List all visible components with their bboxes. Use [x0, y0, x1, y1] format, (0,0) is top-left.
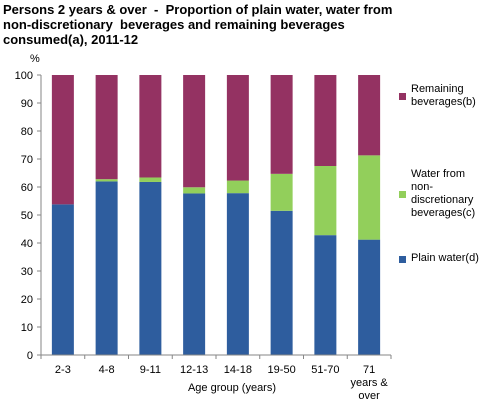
x-tick-label: 12-13 [180, 364, 208, 376]
bar-segment [314, 75, 337, 166]
x-tick-label: 4-8 [99, 364, 115, 376]
bar-segment [358, 239, 381, 355]
bar-segment [270, 210, 293, 355]
bar-segment [314, 166, 337, 236]
legend-label: Remaining beverages(b) [411, 83, 476, 108]
bar-segment [183, 187, 206, 194]
x-tick-label: 14-18 [224, 364, 252, 376]
y-tick-label: 20 [21, 294, 33, 306]
chart-title: Persons 2 years & over - Proportion of p… [3, 2, 473, 47]
bar-segment [270, 75, 293, 174]
x-tick-label: 19-50 [268, 364, 296, 376]
y-tick-label: 90 [21, 98, 33, 110]
y-tick-label: 10 [21, 322, 33, 334]
chart-title-line: consumed(a), 2011-12 [3, 32, 139, 47]
legend-label: Water from non- discretionary beverages(… [411, 168, 476, 219]
bar-segment [226, 75, 249, 181]
chart-title-line: non-discretionary beverages and remainin… [3, 17, 345, 32]
x-tick-label: 2-3 [55, 364, 71, 376]
legend-label: Plain water(d) [411, 252, 479, 264]
x-tick-label: 71 years & over [350, 364, 388, 402]
legend-swatch [399, 256, 406, 263]
bar-segment [314, 235, 337, 355]
bar-segment [95, 181, 118, 355]
y-tick-label: 70 [21, 154, 33, 166]
bar-segment [183, 75, 206, 188]
bar-segment [226, 180, 249, 194]
y-tick-label: 50 [21, 210, 33, 222]
bar-segment [226, 193, 249, 355]
bar-segment [183, 193, 206, 355]
bar-segment [139, 177, 162, 182]
plot-area: 0 10 20 30 40 50 60 70 80 90 100% 2-3 4-8 9-11 12-13 14… [15, 53, 392, 402]
y-tick-label: 0 [27, 350, 33, 362]
y-tick-label: 100 [15, 70, 33, 82]
bar-segment [358, 155, 381, 240]
bar-segment [139, 75, 162, 178]
x-axis-label: Age group (years) [188, 382, 276, 394]
y-tick-label: 80 [21, 126, 33, 138]
y-tick-label: 60 [21, 182, 33, 194]
bar-segment [358, 75, 381, 156]
x-tick-label: 51-70 [311, 364, 339, 376]
legend-swatch [399, 191, 406, 198]
y-tick-label: 30 [21, 266, 33, 278]
bar-segment [51, 204, 74, 355]
bar-segment [139, 181, 162, 355]
chart-title-line: Persons 2 years & over - Proportion of p… [3, 2, 393, 17]
bar-segment [270, 173, 293, 211]
y-tick-label: 40 [21, 238, 33, 250]
bar-segment [95, 75, 118, 180]
y-axis-label: % [30, 53, 40, 65]
bar-segment [51, 75, 74, 205]
bar-segment [95, 179, 118, 182]
x-tick-label: 9-11 [140, 364, 161, 376]
legend-swatch [399, 93, 406, 100]
